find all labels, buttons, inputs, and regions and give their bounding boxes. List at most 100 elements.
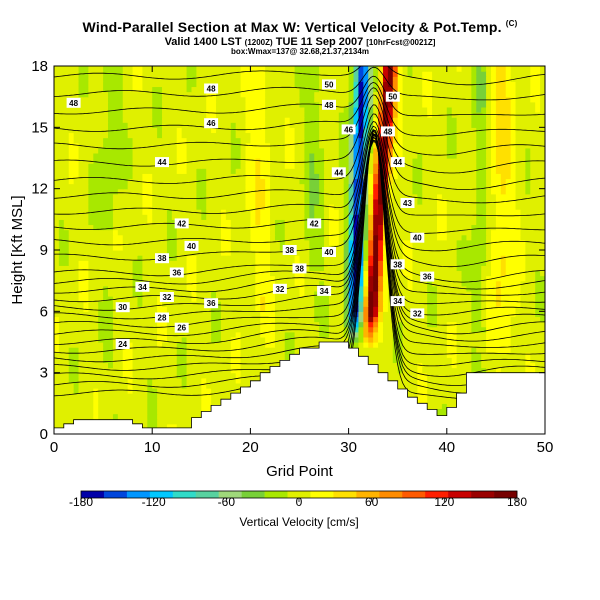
velocity-cell xyxy=(456,275,463,282)
velocity-cell xyxy=(83,403,89,410)
velocity-cell xyxy=(378,275,384,282)
velocity-cell xyxy=(525,296,531,302)
velocity-cell xyxy=(274,178,281,185)
velocity-cell xyxy=(68,331,75,338)
velocity-cell xyxy=(216,204,222,210)
velocity-cell xyxy=(284,193,291,200)
velocity-cell xyxy=(378,234,384,241)
velocity-cell xyxy=(112,316,119,323)
velocity-cell xyxy=(68,382,75,389)
velocity-cell xyxy=(201,244,207,251)
velocity-cell xyxy=(171,423,178,430)
velocity-cell xyxy=(240,290,247,297)
velocity-cell xyxy=(186,234,193,241)
velocity-cell xyxy=(152,234,158,241)
velocity-cell xyxy=(73,265,80,272)
velocity-cell xyxy=(436,398,443,404)
velocity-cell xyxy=(456,209,463,215)
velocity-cell xyxy=(235,316,242,323)
velocity-cell xyxy=(98,188,104,195)
velocity-cell xyxy=(78,275,85,282)
velocity-cell xyxy=(220,336,227,343)
velocity-cell xyxy=(93,347,99,353)
velocity-cell xyxy=(235,331,242,338)
velocity-cell xyxy=(235,198,242,205)
velocity-cell xyxy=(147,352,153,358)
velocity-cell xyxy=(108,229,114,236)
velocity-cell xyxy=(363,290,369,297)
velocity-cell xyxy=(407,285,414,292)
velocity-cell xyxy=(412,209,418,215)
velocity-cell xyxy=(73,413,80,420)
velocity-cell xyxy=(166,204,173,210)
velocity-cell xyxy=(88,311,94,318)
velocity-cell xyxy=(201,193,207,200)
velocity-cell xyxy=(294,290,301,297)
velocity-cell xyxy=(152,214,158,220)
velocity-cell xyxy=(304,270,310,277)
velocity-cell xyxy=(166,285,173,292)
velocity-cell xyxy=(176,372,183,379)
velocity-cell xyxy=(127,296,134,302)
velocity-cell xyxy=(220,280,227,287)
velocity-cell xyxy=(260,244,266,251)
velocity-cell xyxy=(206,178,212,185)
velocity-cell xyxy=(230,214,237,220)
velocity-cell xyxy=(363,250,369,256)
velocity-cell xyxy=(63,250,70,256)
velocity-cell xyxy=(353,321,360,328)
velocity-cell xyxy=(162,188,168,195)
velocity-cell xyxy=(206,244,212,251)
velocity-cell xyxy=(112,403,119,410)
velocity-cell xyxy=(373,255,379,261)
velocity-cell xyxy=(78,280,85,287)
velocity-cell xyxy=(451,209,458,215)
velocity-cell xyxy=(466,193,472,200)
velocity-cell xyxy=(343,209,350,215)
velocity-cell xyxy=(505,321,512,328)
velocity-cell xyxy=(201,306,207,312)
velocity-cell xyxy=(196,403,202,410)
velocity-cell xyxy=(68,239,75,246)
velocity-cell xyxy=(495,362,502,369)
velocity-cell xyxy=(525,239,531,246)
velocity-cell xyxy=(88,342,94,348)
velocity-cell xyxy=(260,367,266,374)
velocity-cell xyxy=(220,244,227,251)
velocity-cell xyxy=(63,204,70,210)
velocity-cell xyxy=(78,326,85,333)
velocity-cell xyxy=(495,178,502,185)
velocity-cell xyxy=(211,280,217,287)
velocity-cell xyxy=(196,413,202,420)
velocity-cell xyxy=(181,357,188,364)
velocity-cell xyxy=(127,403,134,410)
velocity-cell xyxy=(490,229,497,236)
velocity-cell xyxy=(412,255,418,261)
velocity-cell xyxy=(157,398,163,404)
velocity-cell xyxy=(225,362,232,369)
velocity-cell xyxy=(260,321,266,328)
velocity-cell xyxy=(500,188,507,195)
velocity-cell xyxy=(108,193,114,200)
velocity-cell xyxy=(476,188,482,195)
velocity-cell xyxy=(407,306,414,312)
velocity-cell xyxy=(98,377,104,384)
velocity-cell xyxy=(117,244,124,251)
velocity-cell xyxy=(186,372,193,379)
velocity-cell xyxy=(117,388,124,394)
velocity-cell xyxy=(162,234,168,241)
velocity-cell xyxy=(294,260,301,266)
velocity-cell xyxy=(176,296,183,302)
velocity-cell xyxy=(186,357,193,364)
velocity-cell xyxy=(240,255,247,261)
velocity-cell xyxy=(88,285,94,292)
velocity-cell xyxy=(73,352,80,358)
velocity-cell xyxy=(279,193,286,200)
velocity-cell xyxy=(260,209,266,215)
velocity-cell xyxy=(152,342,158,348)
velocity-cell xyxy=(432,260,438,266)
velocity-cell xyxy=(471,347,477,353)
velocity-cell xyxy=(63,382,70,389)
velocity-cell xyxy=(117,403,124,410)
velocity-cell xyxy=(142,193,148,200)
